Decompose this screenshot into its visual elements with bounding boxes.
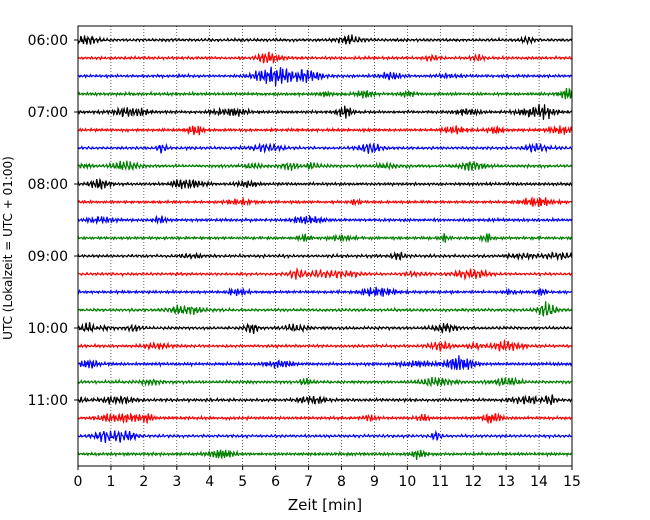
seismic-trace-9 (77, 196, 573, 207)
seismic-trace-8 (77, 177, 573, 190)
x-tick-label-5: 5 (238, 474, 247, 490)
x-axis-ticks: 0 1 2 3 4 5 6 7 8 9 10 11 12 13 14 15 (74, 466, 581, 490)
x-tick-label-3: 3 (172, 474, 181, 490)
x-tick-label-10: 10 (398, 474, 416, 490)
seismic-trace-10 (77, 214, 573, 225)
seismic-trace-22 (77, 429, 573, 444)
y-tick-label-0: 06:00 (28, 33, 68, 49)
seismic-trace-2 (77, 66, 573, 87)
seismic-traces (77, 34, 573, 461)
seismic-trace-7 (77, 160, 573, 172)
x-tick-label-7: 7 (304, 474, 313, 490)
x-tick-label-6: 6 (271, 474, 280, 490)
y-axis-ticks: 06:00 07:00 08:00 09:00 10:00 11:00 (28, 33, 78, 409)
y-tick-label-2: 08:00 (28, 177, 68, 193)
x-tick-label-4: 4 (205, 474, 214, 490)
x-tick-label-8: 8 (337, 474, 346, 490)
seismic-trace-5 (77, 125, 573, 136)
seismic-trace-21 (77, 412, 573, 425)
seismic-trace-17 (77, 339, 573, 352)
seismic-trace-23 (77, 449, 573, 461)
x-tick-label-9: 9 (370, 474, 379, 490)
x-tick-label-1: 1 (106, 474, 115, 490)
x-tick-label-15: 15 (563, 474, 581, 490)
seismic-trace-0 (77, 34, 573, 46)
x-tick-label-0: 0 (74, 474, 83, 490)
seismic-trace-13 (77, 266, 573, 281)
x-tick-label-11: 11 (431, 474, 449, 490)
seismic-trace-12 (77, 251, 573, 262)
y-tick-label-5: 11:00 (28, 393, 68, 409)
plot-frame (77, 25, 573, 467)
seismic-trace-1 (77, 51, 573, 65)
grid-lines (110, 26, 540, 466)
seismic-trace-4 (77, 103, 573, 120)
y-tick-label-1: 07:00 (28, 105, 68, 121)
y-tick-label-4: 10:00 (28, 321, 68, 337)
x-tick-label-13: 13 (497, 474, 515, 490)
seismic-trace-6 (77, 141, 573, 154)
x-tick-label-12: 12 (464, 474, 482, 490)
seismic-trace-15 (77, 301, 573, 318)
x-axis-label: Zeit [min] (288, 496, 362, 514)
x-tick-label-2: 2 (139, 474, 148, 490)
seismic-trace-14 (77, 286, 573, 297)
seismic-trace-20 (77, 394, 573, 406)
seismic-trace-16 (77, 322, 573, 335)
seismic-trace-19 (77, 376, 573, 388)
seismic-trace-18 (77, 355, 573, 371)
x-tick-label-14: 14 (530, 474, 548, 490)
y-axis-label: UTC (Lokalzeit = UTC + 01:00) (1, 156, 15, 340)
seismic-trace-11 (77, 233, 573, 244)
y-tick-label-3: 09:00 (28, 249, 68, 265)
seismic-trace-3 (77, 87, 573, 100)
